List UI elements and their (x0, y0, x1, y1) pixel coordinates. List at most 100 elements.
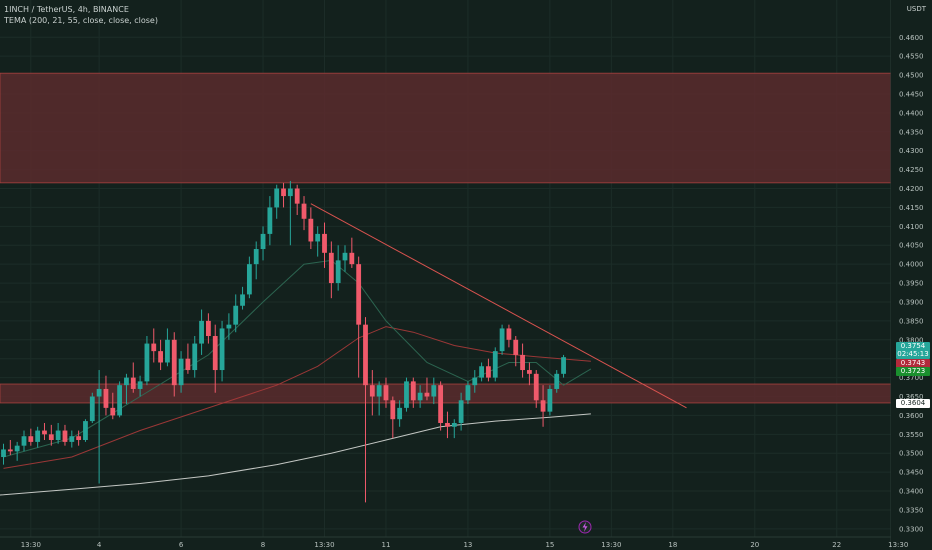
candle[interactable] (192, 336, 198, 378)
candle[interactable] (356, 256, 362, 378)
candle[interactable] (42, 422, 47, 441)
candle[interactable] (233, 294, 239, 333)
candle[interactable] (390, 396, 396, 439)
candle[interactable] (540, 385, 546, 427)
candle[interactable] (527, 362, 532, 386)
candle[interactable] (328, 241, 334, 299)
candle-body (520, 354, 525, 371)
candle[interactable] (486, 358, 491, 382)
candle-body (322, 233, 327, 253)
candle[interactable] (458, 392, 464, 431)
candle[interactable] (7, 440, 13, 456)
candle[interactable] (349, 237, 355, 268)
candle[interactable] (479, 362, 484, 382)
candle[interactable] (376, 381, 382, 416)
candle[interactable] (520, 343, 525, 378)
candle[interactable] (117, 381, 123, 418)
time-axis-labels[interactable]: 13:30 4 6 8 13:30 11 13 15 13:30 18 20 22 13:30 (21, 541, 909, 549)
candle-body (451, 422, 457, 427)
candle[interactable] (513, 336, 519, 367)
descending-trendline[interactable] (310, 203, 687, 409)
tema-line (0, 413, 591, 496)
candle[interactable] (451, 419, 457, 439)
candle[interactable] (185, 343, 191, 374)
candle[interactable] (212, 324, 218, 393)
candle[interactable] (165, 328, 170, 367)
candle[interactable] (431, 377, 437, 405)
lightning-icon[interactable] (578, 520, 592, 534)
candle[interactable] (158, 339, 163, 371)
candle[interactable] (561, 354, 566, 378)
candle[interactable] (124, 373, 129, 405)
candle[interactable] (287, 180, 293, 246)
candle[interactable] (103, 375, 109, 416)
candle[interactable] (294, 184, 300, 215)
candle[interactable] (55, 422, 61, 444)
candle-body (219, 328, 225, 371)
candle[interactable] (151, 328, 157, 363)
candle[interactable] (246, 256, 252, 299)
candle[interactable] (96, 370, 102, 484)
candle[interactable] (445, 411, 450, 439)
candle[interactable] (342, 245, 348, 272)
candle[interactable] (62, 424, 68, 446)
candle[interactable] (226, 313, 232, 340)
candle[interactable] (369, 370, 375, 416)
candle[interactable] (274, 184, 280, 219)
candle[interactable] (533, 370, 539, 408)
candle[interactable] (472, 370, 478, 393)
candle[interactable] (110, 392, 116, 420)
candle[interactable] (383, 377, 389, 408)
candle-body (506, 328, 512, 340)
candle[interactable] (301, 196, 307, 231)
candle[interactable] (89, 392, 95, 423)
candle[interactable] (397, 400, 403, 427)
candle[interactable] (363, 317, 368, 503)
candle[interactable] (315, 226, 321, 257)
candle[interactable] (206, 313, 211, 344)
candle[interactable] (335, 245, 341, 291)
candle-body (253, 249, 259, 265)
candle[interactable] (260, 226, 266, 261)
candle[interactable] (171, 332, 177, 397)
candle[interactable] (14, 441, 20, 461)
candle[interactable] (404, 377, 409, 412)
candle-body (479, 366, 484, 378)
candle[interactable] (554, 370, 560, 393)
candle[interactable] (1, 443, 6, 465)
candle-body (28, 436, 34, 442)
candle[interactable] (83, 419, 88, 442)
candle[interactable] (144, 336, 150, 386)
candle[interactable] (253, 241, 259, 280)
candle[interactable] (417, 385, 423, 408)
candle[interactable] (35, 426, 41, 448)
candle[interactable] (322, 222, 327, 268)
candle[interactable] (308, 207, 314, 250)
candle[interactable] (506, 324, 512, 348)
candle[interactable] (137, 375, 143, 397)
candle[interactable] (178, 351, 184, 393)
candle[interactable] (69, 430, 75, 448)
candle[interactable] (499, 324, 505, 355)
candle[interactable] (48, 424, 54, 446)
candle[interactable] (410, 377, 416, 408)
candle[interactable] (547, 385, 553, 416)
candle[interactable] (76, 430, 82, 446)
price-axis-panel[interactable] (891, 0, 932, 550)
price-tick-label: 0.4550 (899, 53, 924, 61)
candle[interactable] (465, 381, 471, 405)
candle[interactable] (267, 196, 273, 246)
candle[interactable] (281, 182, 286, 208)
candle[interactable] (240, 286, 245, 310)
candle[interactable] (219, 320, 225, 382)
candle[interactable] (492, 347, 498, 382)
candle[interactable] (424, 377, 430, 401)
indicator-legend[interactable]: TEMA (200, 21, 55, close, close, close) (4, 16, 158, 25)
candle[interactable] (199, 309, 204, 355)
candle[interactable] (130, 362, 136, 393)
candle[interactable] (438, 381, 444, 431)
candle[interactable] (21, 430, 27, 452)
candle[interactable] (28, 428, 34, 446)
candle-body (171, 339, 177, 386)
